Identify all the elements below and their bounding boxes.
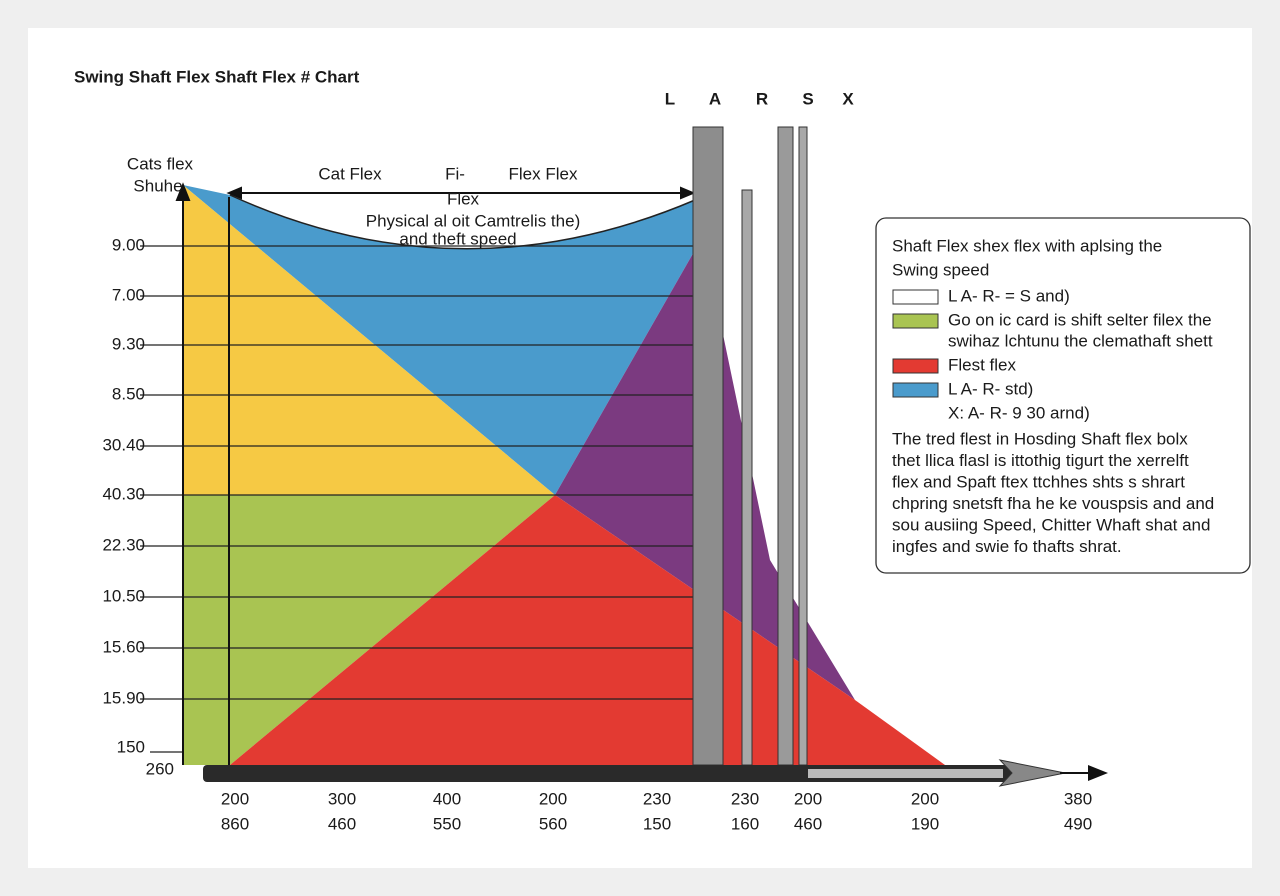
legend-title: Shaft Flex shex flex with aplsing the [892,236,1162,255]
y-label: 9.00 [112,235,145,254]
annotation: Fi- [445,164,465,183]
legend-swatch [892,382,939,398]
annotation: Cat Flex [318,164,382,183]
flex-letter: X [842,89,854,108]
y-label: 22.30 [102,535,145,554]
x-label: 550 [433,814,461,833]
title: Swing Shaft Flex Shaft Flex # Chart [74,67,360,86]
arrow-head [680,186,696,200]
legend-swatch [892,289,939,305]
annotation: Shuhe [133,176,182,195]
yellow-area [183,185,555,495]
y-label: 15.90 [102,688,145,707]
arrow-head [175,182,191,201]
x-label: 860 [221,814,249,833]
legend-text: thet llica flasl is ittothig tigurt the … [892,451,1189,470]
shaft-tip [808,769,1003,778]
legend-text: ingfes and swie fo thafts shrat. [892,537,1122,556]
blue-area [183,185,695,495]
x-label: 300 [328,789,356,808]
red-area [230,495,945,765]
shaft [741,189,753,766]
flex-letter: R [756,89,768,108]
annotation: and theft speed [399,229,516,248]
x-label: 200 [221,789,249,808]
shaft [798,126,808,766]
x-label: 230 [643,789,671,808]
legend-swatch [892,313,939,329]
legend-text: The tred flest in Hosding Shaft flex bol… [892,429,1188,448]
legend-text: flex and Spaft ftex ttchhes shts s shrar… [892,472,1185,491]
x-label: 160 [731,814,759,833]
annotation: Flex [447,189,480,208]
flex-letter: L [665,89,675,108]
arrow-head [226,186,242,200]
x-label: 460 [328,814,356,833]
arrow-head [1088,765,1108,781]
legend-entry: Go on ic card is shift selter filex the [948,310,1212,329]
y-labels: 9.00 7.00 9.30 8.50 30.40 40.30 22.30 10.50 15.6… [102,235,174,778]
legend-entry: L A- R- = S and) [948,286,1070,305]
annotation: Physical al oit Camtrelis the) [366,211,580,230]
y-label: 15.60 [102,637,145,656]
x-label: 400 [433,789,461,808]
flex-letter: S [802,89,813,108]
legend-entry: Flest flex [948,355,1017,374]
annotations: Cats flex Shuhe Cat Flex Fi- Flex Flex F… [127,154,580,248]
y-label: 30.40 [102,435,145,454]
flex-letter: A [709,89,721,108]
x-label: 200 [539,789,567,808]
y-label: 7.00 [112,285,145,304]
y-label: 260 [146,759,174,778]
x-label: 560 [539,814,567,833]
curve [229,194,696,250]
x-label: 230 [731,789,759,808]
y-label: 8.50 [112,384,145,403]
x-labels: 200 860 300 460 400 550 200 560 230 150 230 160 200 4… [221,789,1092,833]
legend-entry: swihaz lchtunu the clemathaft shett [948,331,1213,350]
x-label: 200 [911,789,939,808]
legend-title: Swing speed [892,260,989,279]
shaft [777,126,794,766]
annotation: Cats flex [127,154,194,173]
x-label: 460 [794,814,822,833]
legend-text: chpring snetsft fha he ke vouspsis and a… [892,494,1214,513]
legend-swatch [892,358,939,374]
x-label: 150 [643,814,671,833]
legend-text: sou ausiing Speed, Chitter Whaft shat an… [892,515,1210,534]
legend: L A- R- = S and) Go on ic card is shift s… [892,286,1214,556]
shaft [692,126,724,766]
legend-entry: X: A- R- 9 30 arnd) [948,403,1090,422]
legend-entry: L A- R- std) [948,379,1033,398]
axes [175,182,696,765]
annotation: Flex Flex [509,164,578,183]
grid [140,245,695,753]
y-label: 9.30 [112,334,145,353]
y-label: 150 [117,737,145,756]
x-label: 190 [911,814,939,833]
x-label: 380 [1064,789,1092,808]
x-label: 490 [1064,814,1092,833]
y-label: 40.30 [102,484,145,503]
legend-box [875,217,1251,574]
shaft-head [998,759,1066,787]
shafts [203,126,1108,787]
x-label: 200 [794,789,822,808]
green-area [183,495,555,765]
y-label: 10.50 [102,586,145,605]
